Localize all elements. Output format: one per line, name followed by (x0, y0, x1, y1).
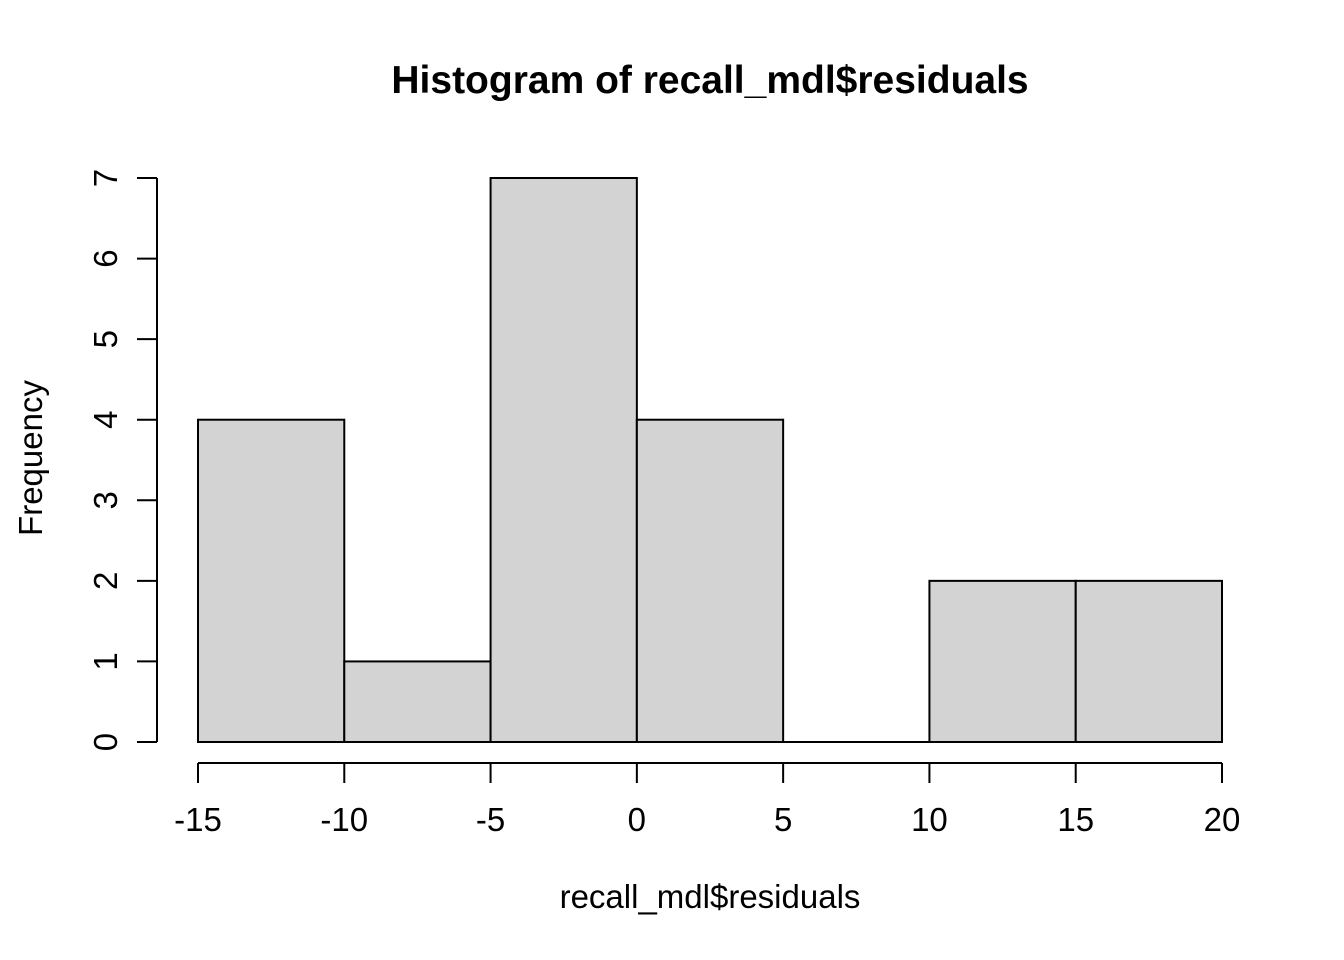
y-tick-label: 1 (87, 652, 124, 670)
histogram-bar (1074, 579, 1223, 743)
bars-group (197, 177, 1223, 744)
x-tick-label: 0 (628, 801, 646, 838)
histogram-bar (635, 418, 785, 743)
y-axis-label: Frequency (12, 380, 49, 536)
y-tick-label: 5 (87, 330, 124, 348)
x-axis-label: recall_mdl$residuals (560, 878, 861, 915)
y-tick-label: 6 (87, 249, 124, 267)
x-tick-label: 20 (1204, 801, 1241, 838)
axes-group: -15 -10 -5 0 5 10 15 20 0 1 2 3 4 5 6 7 (87, 169, 1240, 838)
x-tick-label: 5 (774, 801, 792, 838)
x-tick-label: -5 (476, 801, 505, 838)
y-tick-label: 4 (87, 411, 124, 429)
y-tick-label: 7 (87, 169, 124, 187)
x-tick-label: 10 (911, 801, 948, 838)
y-tick-label: 3 (87, 491, 124, 509)
x-tick-label: -15 (174, 801, 222, 838)
x-tick-label: -10 (320, 801, 368, 838)
histogram-bar (489, 177, 638, 743)
x-tick-label: 15 (1057, 801, 1094, 838)
histogram-bar (928, 579, 1077, 743)
chart-title: Histogram of recall_mdl$residuals (391, 59, 1028, 102)
y-tick-label: 2 (87, 572, 124, 590)
histogram-bar (197, 418, 346, 743)
y-tick-label: 0 (87, 733, 124, 751)
histogram-bar (343, 660, 492, 744)
